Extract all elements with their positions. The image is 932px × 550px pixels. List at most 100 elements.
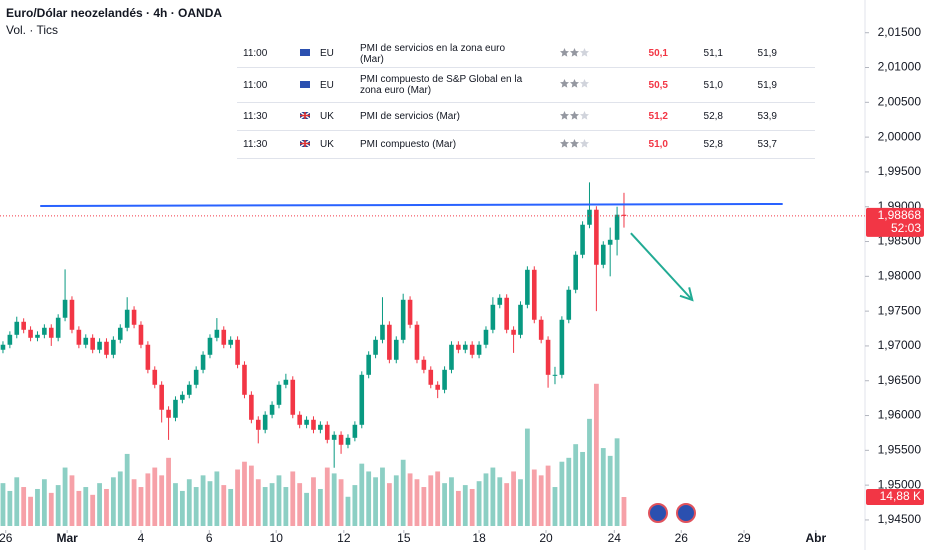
event-row: 11:30 UK PMI compuesto (Mar) 51,0 52,8 53,7 bbox=[237, 131, 815, 159]
candle-body bbox=[594, 209, 599, 265]
x-tick-label: 15 bbox=[397, 531, 411, 545]
volume-bar bbox=[593, 383, 599, 526]
candle-body bbox=[117, 327, 123, 340]
event-icon[interactable] bbox=[648, 503, 668, 523]
event-forecast: 51,1 bbox=[703, 48, 723, 59]
volume-bar bbox=[545, 465, 551, 526]
volume-bar bbox=[400, 459, 406, 526]
candle-body bbox=[290, 379, 296, 415]
candle-body bbox=[338, 434, 344, 445]
event-region: EU bbox=[320, 48, 334, 59]
volume-bar bbox=[345, 496, 351, 526]
candle-body bbox=[276, 384, 282, 405]
x-tick-label: 6 bbox=[206, 531, 213, 545]
flag bbox=[300, 49, 310, 56]
volume-bar bbox=[69, 475, 75, 526]
event-region: UK bbox=[320, 139, 334, 150]
volume-bar bbox=[442, 483, 447, 526]
candle-body bbox=[173, 399, 178, 418]
candle-body bbox=[180, 394, 185, 400]
event-actual: 51,2 bbox=[648, 111, 668, 122]
candle-body bbox=[476, 344, 482, 355]
volume-bar bbox=[186, 479, 192, 526]
volume-bar bbox=[352, 485, 358, 526]
candle-body bbox=[242, 364, 247, 395]
arrow-line bbox=[630, 232, 694, 301]
candle-body bbox=[428, 369, 434, 385]
y-tick-label: 1,99500 bbox=[878, 164, 922, 178]
volume-bar bbox=[83, 487, 89, 526]
candle-body bbox=[525, 269, 530, 305]
volume-bar bbox=[600, 448, 606, 526]
volume-bar bbox=[607, 455, 613, 526]
volume-bar bbox=[359, 463, 365, 526]
volume-bar bbox=[28, 496, 33, 526]
volume-bar bbox=[179, 490, 185, 526]
candle-body bbox=[380, 324, 385, 340]
candle-body bbox=[83, 337, 89, 345]
volume-bar bbox=[518, 479, 523, 526]
candle-body bbox=[600, 244, 606, 265]
event-region: UK bbox=[320, 111, 334, 122]
volume-bar bbox=[469, 488, 475, 526]
volume-bar bbox=[269, 483, 275, 526]
event-name: PMI de servicios en la zona euro (Mar) bbox=[360, 42, 506, 65]
last-volume-box bbox=[866, 489, 924, 506]
volume-bar bbox=[366, 471, 372, 526]
candle-body bbox=[359, 374, 365, 425]
event-region: EU bbox=[320, 79, 334, 91]
volume-bar bbox=[483, 473, 489, 526]
trend-line bbox=[40, 202, 783, 208]
event-forecast: 52,8 bbox=[703, 139, 723, 150]
candle-body bbox=[587, 209, 592, 225]
event-row: 11:30 UK PMI de servicios (Mar) 51,2 52,8 53,… bbox=[237, 103, 815, 131]
event-forecast: 52,8 bbox=[703, 111, 723, 122]
y-tick-label: 2,01000 bbox=[878, 60, 922, 74]
event-previous: 53,7 bbox=[757, 139, 777, 150]
volume-bar bbox=[283, 487, 289, 526]
y-tick-label: 1,96000 bbox=[878, 408, 922, 422]
candle-body bbox=[304, 419, 309, 425]
symbol-title: Euro/Dólar neozelandés · 4h · OANDA bbox=[6, 6, 223, 20]
stars bbox=[560, 138, 589, 148]
event-actual: 50,1 bbox=[648, 48, 668, 59]
event-row: 11:00 EU PMI compuesto de S&P Global en la… bbox=[237, 68, 815, 103]
volume-bar bbox=[566, 457, 572, 526]
candle-body bbox=[249, 394, 254, 420]
candle-body bbox=[442, 369, 447, 390]
event-actual: 50,5 bbox=[648, 79, 668, 91]
volume-bar bbox=[145, 473, 151, 526]
x-tick-label: Mar bbox=[56, 531, 78, 545]
volume-bar bbox=[407, 473, 413, 526]
volume-bar bbox=[414, 479, 420, 526]
candle-body bbox=[7, 334, 13, 345]
volume-bar bbox=[587, 418, 592, 526]
volume-bar bbox=[490, 467, 496, 526]
candle-body bbox=[435, 384, 440, 390]
volume-bar bbox=[166, 457, 171, 526]
y-tick-label: 2,01500 bbox=[878, 25, 922, 39]
candle-body bbox=[469, 344, 475, 355]
importance bbox=[560, 110, 620, 123]
candle-body bbox=[255, 419, 261, 430]
candle-body bbox=[297, 414, 302, 425]
candle-body bbox=[538, 319, 544, 340]
volume-bar bbox=[248, 465, 254, 526]
candle-body bbox=[407, 299, 413, 325]
candle-body bbox=[531, 269, 537, 320]
candle-body bbox=[331, 434, 337, 440]
candle-body bbox=[138, 324, 144, 345]
x-tick-label: 26 bbox=[0, 531, 13, 545]
volume-bar bbox=[331, 473, 337, 526]
event-icon[interactable] bbox=[676, 503, 696, 523]
volume-bar bbox=[207, 481, 213, 526]
candle-body bbox=[111, 339, 116, 355]
volume-bar bbox=[455, 490, 461, 526]
candle-body bbox=[373, 339, 378, 355]
volume-bar bbox=[159, 475, 165, 526]
volume-bar bbox=[538, 475, 544, 526]
event-forecast: 51,0 bbox=[703, 79, 723, 91]
volume-bar bbox=[262, 487, 268, 526]
candle-body bbox=[366, 354, 371, 375]
